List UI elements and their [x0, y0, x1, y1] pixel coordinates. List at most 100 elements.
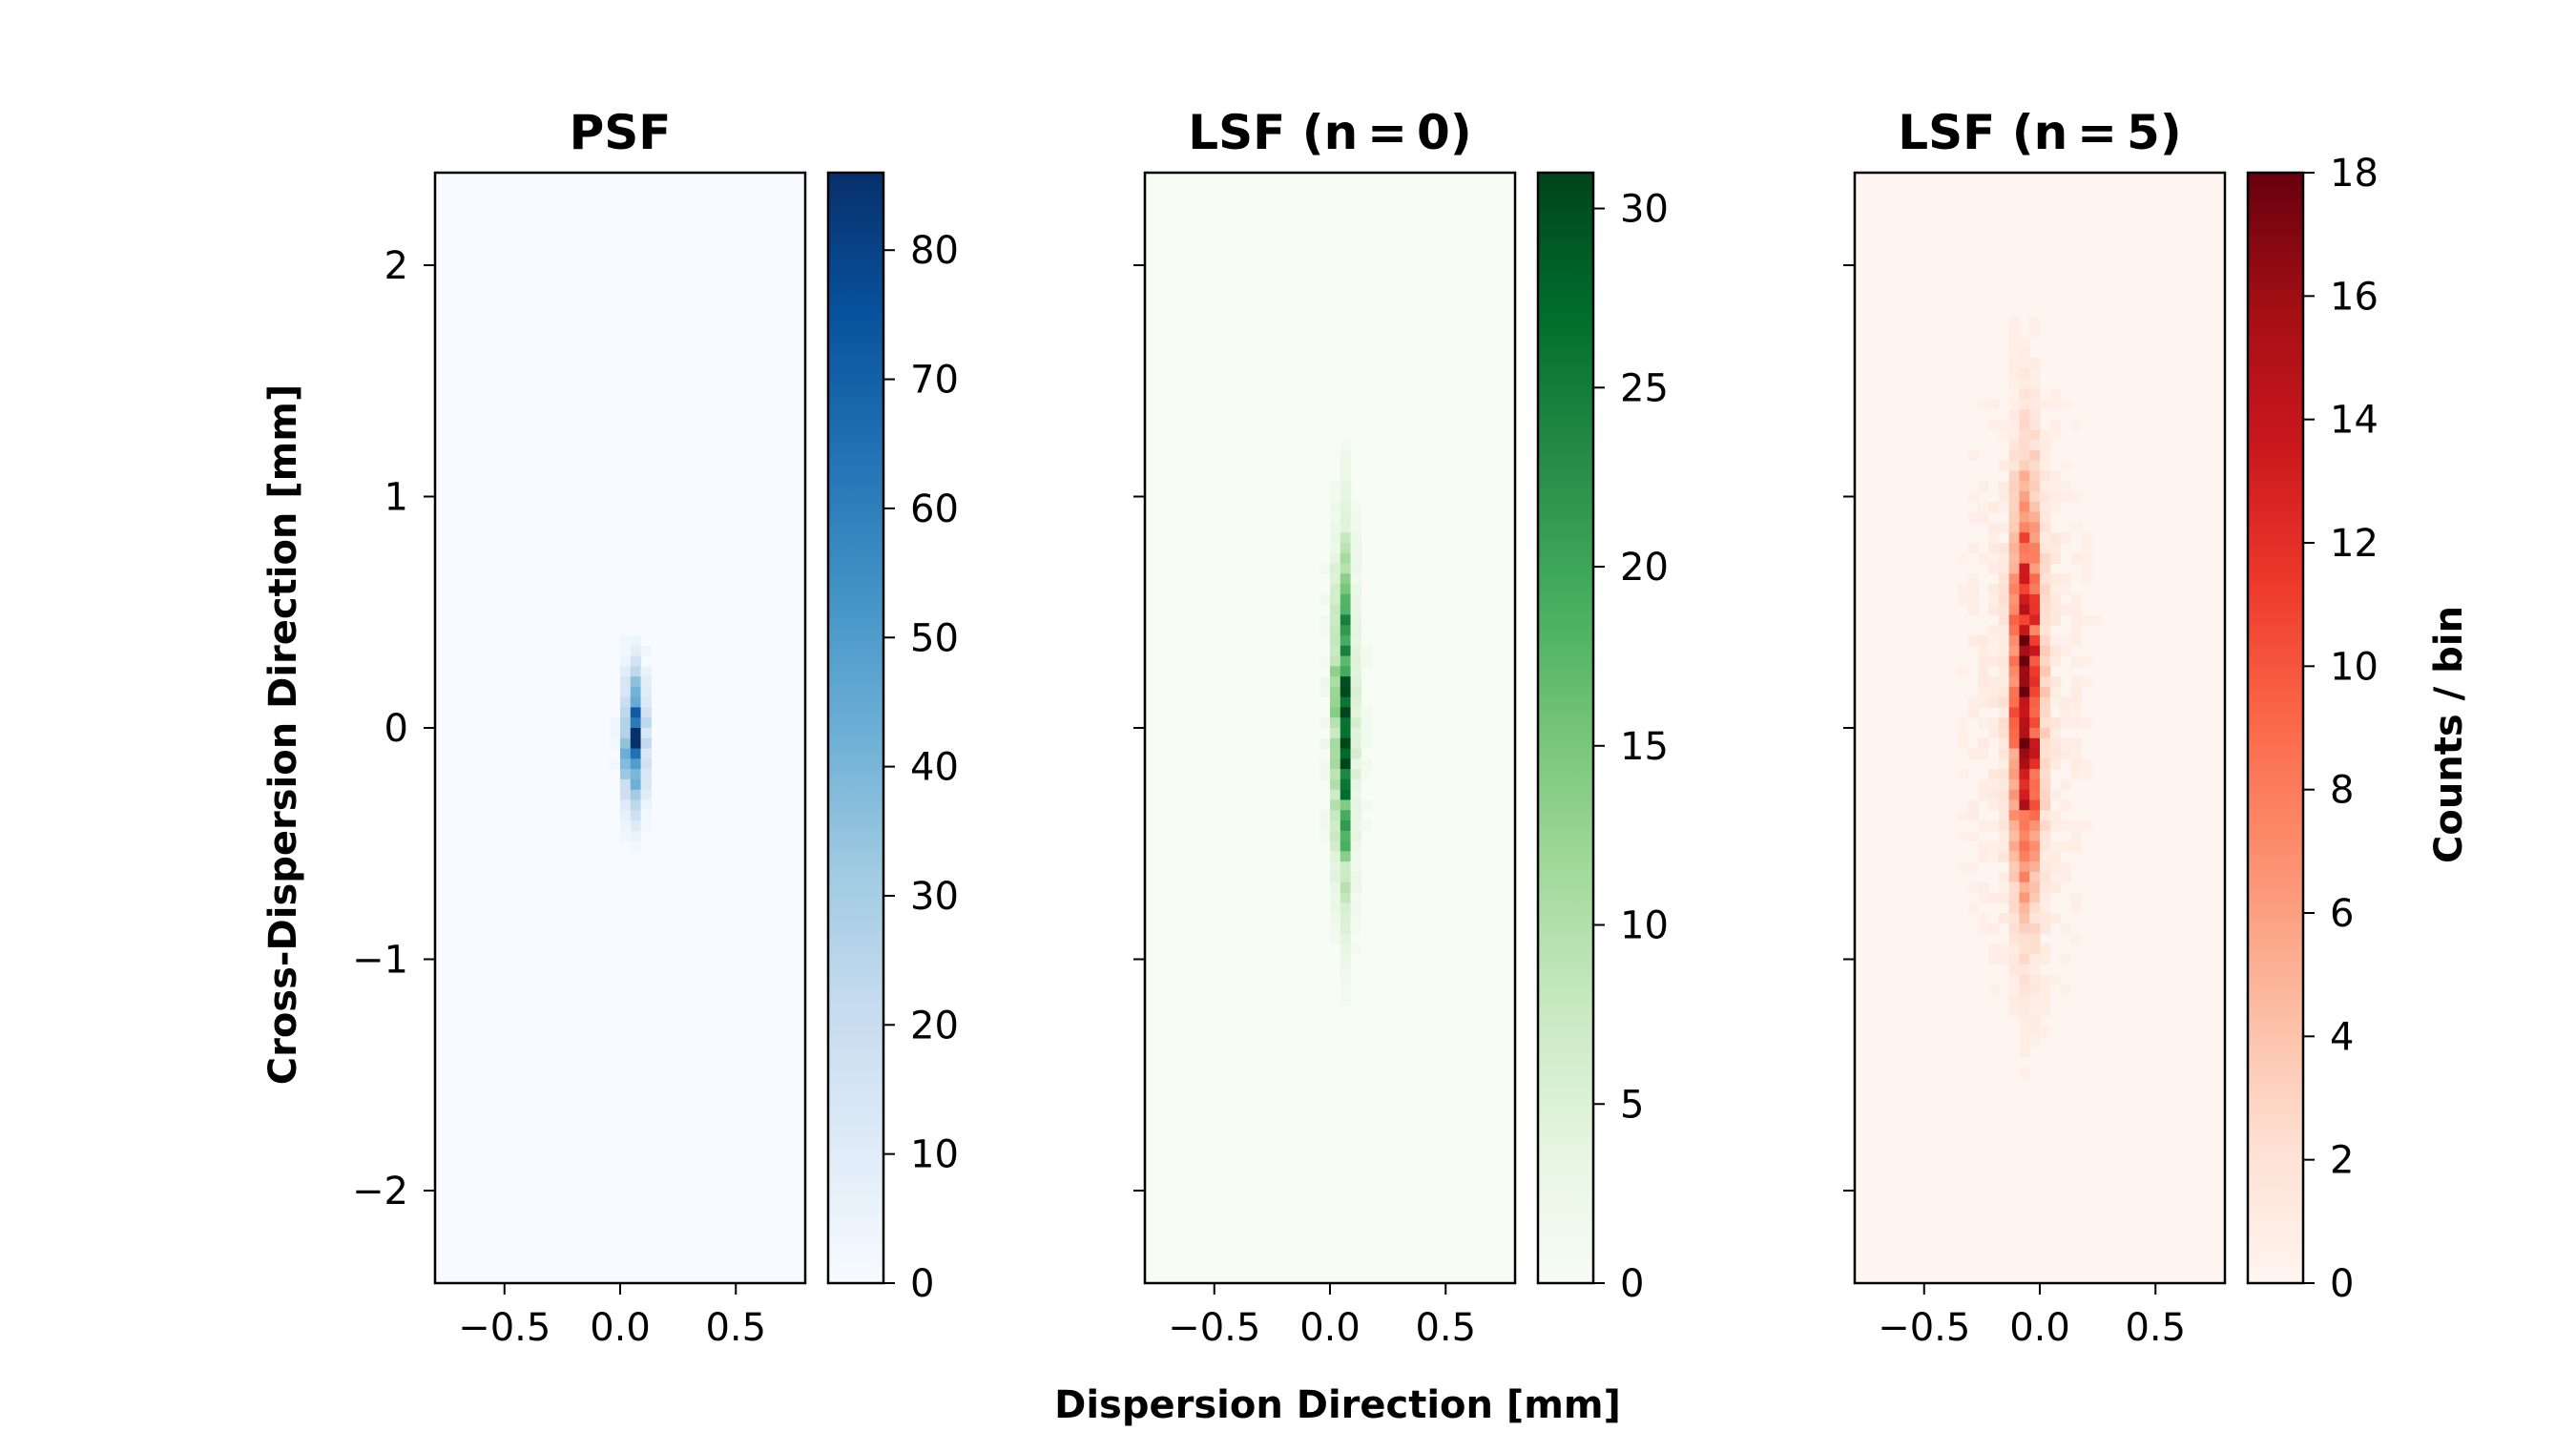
heatmap-bin [2060, 532, 2071, 544]
heatmap-bin [2070, 676, 2082, 688]
heatmap-bin [2040, 1006, 2051, 1017]
heatmap-bin [2008, 944, 2021, 955]
heatmap-bin [1330, 728, 1341, 739]
heatmap-bin [2019, 902, 2030, 914]
heatmap-bin [2070, 933, 2082, 944]
heatmap-bin [2019, 769, 2030, 780]
heatmap-bin [2040, 944, 2051, 955]
heatmap-bin [1988, 717, 2000, 729]
heatmap-bin [2070, 737, 2082, 750]
heatmap-bin [2060, 399, 2071, 410]
heatmap-bin [1978, 645, 1989, 657]
heatmap-bin [1330, 717, 1341, 729]
heatmap-bin [630, 728, 642, 739]
heatmap-bin [2040, 604, 2051, 616]
heatmap-bin [1957, 717, 1969, 729]
heatmap-bin [620, 696, 632, 709]
heatmap-bin [2019, 944, 2030, 955]
heatmap-bin [2019, 604, 2030, 616]
heatmap-bin [1998, 871, 2010, 883]
heatmap-bin [1340, 851, 1352, 862]
heatmap-bin [1319, 676, 1331, 688]
heatmap-bin [2029, 810, 2041, 821]
heatmap-bin [1998, 717, 2010, 729]
heatmap-bin [1998, 944, 2010, 955]
heatmap-bin [1998, 913, 2010, 924]
heatmap-bin [620, 748, 632, 759]
heatmap-bin [1978, 717, 1989, 729]
heatmap-bin [2029, 645, 2041, 657]
heatmap-bin [1998, 584, 2010, 595]
heatmap-bin [2008, 737, 2021, 750]
heatmap-bin [2019, 584, 2030, 595]
heatmap-bin [640, 666, 652, 677]
heatmap-bin [1978, 789, 1989, 801]
heatmap-bin [2008, 696, 2021, 709]
heatmap-bin [2070, 769, 2082, 780]
heatmap-bin [2008, 511, 2021, 524]
heatmap-bin [1319, 830, 1331, 842]
heatmap-bin [2040, 974, 2051, 986]
heatmap-bin [2008, 799, 2021, 811]
heatmap-bin [2008, 676, 2021, 688]
heatmap-bin [2040, 840, 2051, 852]
heatmap-bin [1988, 532, 2000, 544]
colorbar-tick-label: 16 [2330, 275, 2379, 319]
heatmap-bin [620, 737, 632, 750]
heatmap-bin [1330, 686, 1341, 698]
heatmap-bin [1330, 511, 1341, 524]
heatmap-bin [640, 717, 652, 729]
heatmap-bin [1998, 614, 2010, 626]
heatmap-bin [1350, 861, 1361, 873]
heatmap-bin [1967, 593, 1979, 606]
heatmap-bin [2008, 635, 2021, 647]
heatmap-bin [2029, 789, 2041, 801]
heatmap-bin [2029, 830, 2041, 842]
heatmap-bin [620, 686, 632, 698]
heatmap-bin [1340, 511, 1352, 524]
heatmap-bin [2070, 686, 2082, 698]
heatmap-bin [1978, 820, 1989, 832]
x-tick-label: 0.0 [2009, 1306, 2070, 1350]
heatmap-bin [2049, 686, 2062, 698]
heatmap-bin [2008, 491, 2021, 503]
heatmap-bin [2070, 892, 2082, 903]
heatmap-bin [2008, 614, 2021, 626]
heatmap-bin [1967, 810, 1979, 821]
heatmap-bin [1350, 593, 1361, 606]
heatmap-bin [1340, 944, 1352, 955]
heatmap-bin [1330, 522, 1341, 533]
heatmap-bin [1330, 871, 1341, 883]
heatmap-bin [2040, 686, 2051, 698]
heatmap-bin [2049, 593, 2062, 606]
heatmap-bin [640, 778, 652, 791]
heatmap-bin [1957, 861, 1969, 873]
heatmap-bin [640, 737, 652, 750]
heatmap-bin [610, 758, 621, 770]
heatmap-bin [640, 810, 652, 821]
heatmap-bin [2040, 696, 2051, 709]
heatmap-bin [2029, 584, 2041, 595]
heatmap-bin [1330, 593, 1341, 606]
heatmap-bin [1340, 820, 1352, 832]
heatmap-bin [1998, 429, 2010, 441]
heatmap-bin [1988, 892, 2000, 903]
heatmap-bin [1998, 460, 2010, 472]
heatmap-bin [2019, 501, 2030, 513]
heatmap-bin [630, 645, 642, 657]
heatmap-bin [2029, 532, 2041, 544]
heatmap-bin [2040, 789, 2051, 801]
heatmap-bin [2008, 974, 2021, 986]
heatmap-bin [1330, 563, 1341, 574]
heatmap-bin [620, 728, 632, 739]
heatmap-bin [2029, 593, 2041, 606]
heatmap-bin [1340, 748, 1352, 759]
heatmap-bin [1988, 696, 2000, 709]
heatmap-bin [1340, 501, 1352, 513]
heatmap-bin [2019, 778, 2030, 791]
heatmap-bin [1978, 737, 1989, 750]
heatmap-bin [1967, 635, 1979, 647]
heatmap-bin [2070, 419, 2082, 431]
heatmap-bin [1340, 974, 1352, 986]
heatmap-bin [2029, 799, 2041, 811]
